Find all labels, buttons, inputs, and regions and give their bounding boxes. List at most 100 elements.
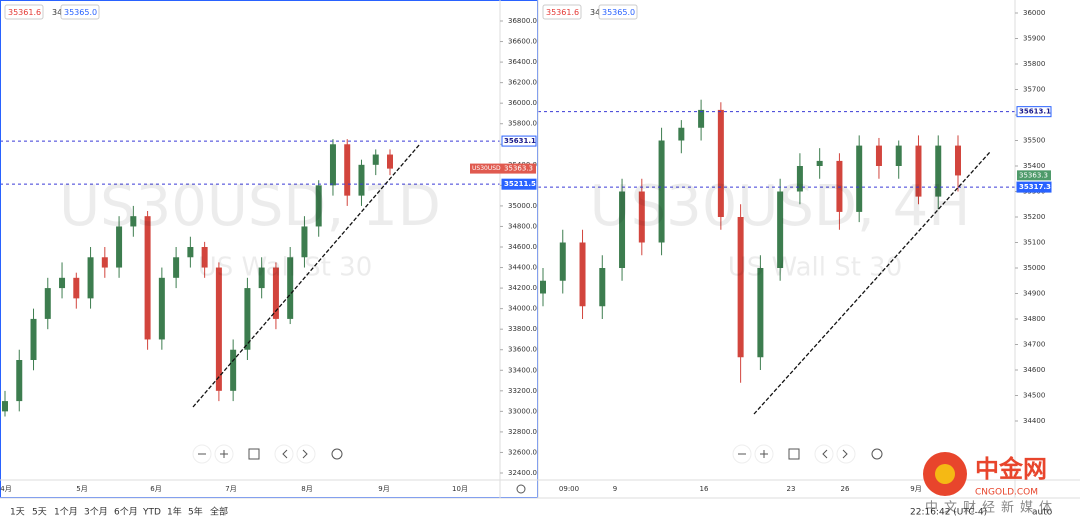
- range-button[interactable]: 5年: [188, 506, 203, 518]
- y-tick-label: 34900: [1023, 290, 1045, 298]
- symbol-watermark: US30USD, 4H: [590, 174, 971, 239]
- x-tick-label: 9: [613, 485, 617, 493]
- logo-text: 中金网: [975, 455, 1047, 483]
- x-tick-label: 09:00: [559, 485, 579, 493]
- nav-buttons: [192, 444, 883, 494]
- legend-value: 35361.6: [546, 8, 579, 17]
- range-button[interactable]: 1个月: [54, 507, 78, 518]
- y-tick-label: 36000: [1023, 9, 1045, 17]
- reset-button[interactable]: [788, 448, 800, 460]
- last-price-label: 35363.3: [504, 165, 533, 173]
- range-button[interactable]: 全部: [210, 506, 228, 518]
- legend-box: [60, 4, 100, 20]
- zoom-out[interactable]: [732, 444, 752, 464]
- y-tick-label: 36200.0: [508, 79, 537, 87]
- range-button[interactable]: 1年: [167, 506, 182, 518]
- description-watermark: US Wall St 30: [198, 253, 373, 283]
- y-tick-label: 35800: [1023, 60, 1045, 68]
- zoom-out[interactable]: [192, 444, 212, 464]
- y-tick-label: 34800: [1023, 315, 1045, 323]
- legend-value: 34: [590, 8, 600, 17]
- y-tick-label: 35000.0: [508, 202, 537, 210]
- level-tag: [501, 178, 537, 190]
- y-tick-label: 35400: [1023, 162, 1045, 170]
- zoom-in[interactable]: [754, 444, 774, 464]
- y-tick-label: 34600: [1023, 366, 1045, 374]
- y-tick-label: 34400.0: [508, 264, 537, 272]
- level-label: 35317.3: [1019, 183, 1051, 191]
- y-tick-label: 33600.0: [508, 346, 537, 354]
- y-tick-label: 33400.0: [508, 366, 537, 374]
- y-tick-label: 35800.0: [508, 120, 537, 128]
- y-tick-label: 36000.0: [508, 99, 537, 107]
- last-price-tag: [1017, 170, 1051, 181]
- range-button[interactable]: 1天: [10, 508, 25, 518]
- y-tick-label: 32400.0: [508, 469, 537, 477]
- range-button[interactable]: YTD: [142, 508, 161, 518]
- level-tag: [1016, 181, 1052, 193]
- last-price-label: 35363.3: [1019, 171, 1048, 179]
- x-tick-label: 8月: [301, 485, 312, 493]
- range-button[interactable]: 5天: [32, 508, 47, 518]
- auto-scale[interactable]: auto: [1032, 508, 1053, 518]
- x-tick-label: 16: [700, 485, 709, 493]
- level-tag: [501, 135, 537, 147]
- legend-box: [598, 4, 638, 20]
- legend-value: 35361.6: [8, 8, 41, 17]
- x-tick-label: 26: [841, 485, 850, 493]
- symbol-tag-label: US30USD: [472, 165, 501, 172]
- y-tick-label: 35500: [1023, 137, 1045, 145]
- legend-value: 35365.0: [64, 8, 97, 17]
- y-tick-label: 33200.0: [508, 387, 537, 395]
- x-tick-label: 4月: [0, 485, 11, 493]
- y-tick-label: 34600.0: [508, 243, 537, 251]
- refresh-button[interactable]: [331, 448, 343, 460]
- y-tick-label: 32600.0: [508, 448, 537, 456]
- refresh-button[interactable]: [871, 448, 883, 460]
- trend-line: [753, 151, 991, 415]
- legend-box: [542, 4, 582, 20]
- logo-mark-inner: [935, 464, 955, 484]
- zoom-in[interactable]: [214, 444, 234, 464]
- y-tick-label: 33800.0: [508, 325, 537, 333]
- x-tick-label: 6月: [150, 485, 161, 493]
- legend-box: [4, 4, 44, 20]
- symbol-watermark: US30USD, 1D: [59, 174, 441, 239]
- x-tick-label: 7月: [225, 485, 236, 493]
- y-tick-label: 34200.0: [508, 284, 537, 292]
- logo-site: CNGOLD.COM: [975, 488, 1038, 498]
- x-tick-label: 10月: [452, 485, 468, 493]
- x-tick-label: 5月: [76, 485, 87, 493]
- legend-value: 34: [52, 8, 62, 17]
- y-tick-label: 34700: [1023, 341, 1045, 349]
- y-tick-label: 34500: [1023, 392, 1045, 400]
- scroll-left[interactable]: [274, 444, 294, 464]
- last-price-tag: [502, 163, 536, 174]
- y-tick-label: 35200: [1023, 213, 1045, 221]
- range-button[interactable]: 6个月: [114, 507, 138, 518]
- scroll-left[interactable]: [814, 444, 834, 464]
- range-button[interactable]: 3个月: [84, 507, 108, 518]
- y-tick-label: 34800.0: [508, 222, 537, 230]
- x-tick-label: 23: [787, 485, 796, 493]
- y-tick-label: 35700: [1023, 86, 1045, 94]
- y-tick-label: 36600.0: [508, 38, 537, 46]
- level-label: 35631.1: [504, 137, 536, 145]
- y-tick-label: 33000.0: [508, 407, 537, 415]
- settings-button[interactable]: [516, 484, 526, 494]
- description-watermark: US Wall St 30: [728, 253, 903, 283]
- scroll-right[interactable]: [296, 444, 316, 464]
- y-tick-label: 32800.0: [508, 428, 537, 436]
- y-tick-label: 35000: [1023, 264, 1045, 272]
- reset-button[interactable]: [248, 448, 260, 460]
- x-tick-label: 9月: [910, 485, 921, 493]
- y-tick-label: 36800.0: [508, 17, 537, 25]
- y-tick-label: 35900: [1023, 35, 1045, 43]
- y-tick-label: 34400: [1023, 417, 1045, 425]
- y-tick-label: 35100: [1023, 239, 1045, 247]
- level-label: 35613.1: [1019, 108, 1051, 116]
- scroll-right[interactable]: [836, 444, 856, 464]
